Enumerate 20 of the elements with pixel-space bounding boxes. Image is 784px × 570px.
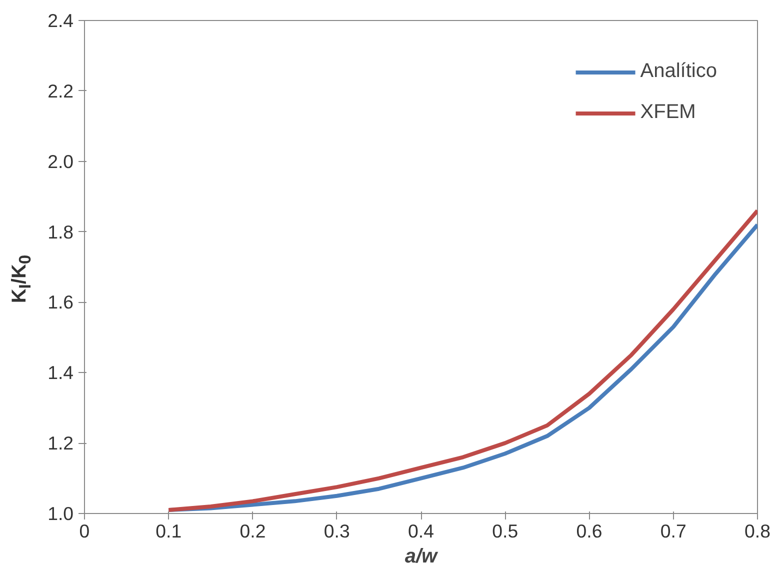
y-tick-label: 1.2 xyxy=(48,432,74,454)
x-tick-label: 0.3 xyxy=(324,520,350,542)
x-tick-label: 0.7 xyxy=(660,520,686,542)
x-tick-label: 0.5 xyxy=(492,520,518,542)
x-tick-label: 0.8 xyxy=(744,520,770,542)
y-tick-label: 2.2 xyxy=(48,80,74,102)
x-tick-label: 0.1 xyxy=(156,520,182,542)
y-tick-label: 1.8 xyxy=(48,221,74,242)
y-tick-label: 2.0 xyxy=(48,150,74,172)
x-tick-label: 0.4 xyxy=(408,520,434,542)
y-tick-label: 1.0 xyxy=(48,503,74,524)
legend-label: XFEM xyxy=(640,101,696,124)
x-tick-label: 0.2 xyxy=(240,520,266,542)
x-tick-label: 0 xyxy=(79,520,90,542)
y-tick-label: 1.6 xyxy=(48,292,74,313)
x-tick-label: 0.6 xyxy=(576,520,602,542)
x-axis-title: a/w xyxy=(404,546,439,568)
legend-label: Analítico xyxy=(640,60,717,83)
y-tick-label: 1.4 xyxy=(48,362,74,384)
y-tick-label: 2.4 xyxy=(48,10,74,31)
